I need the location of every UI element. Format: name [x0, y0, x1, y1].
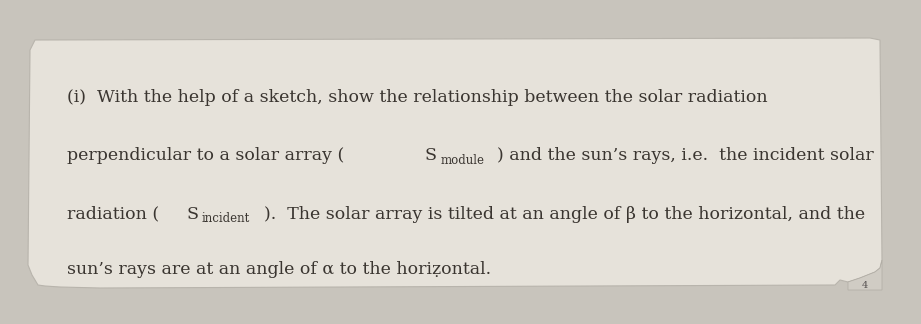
Polygon shape	[848, 260, 882, 290]
Text: (i)  With the help of a sketch, show the relationship between the solar radiatio: (i) With the help of a sketch, show the …	[67, 89, 768, 106]
Text: incident: incident	[202, 212, 250, 225]
Text: 4: 4	[862, 281, 869, 290]
Text: radiation (: radiation (	[67, 206, 159, 223]
Text: ) and the sun’s rays, i.e.  the incident solar: ) and the sun’s rays, i.e. the incident …	[497, 147, 874, 164]
Text: sun’s rays are at an angle of α to the horiẓontal.: sun’s rays are at an angle of α to the h…	[67, 261, 492, 278]
Text: S: S	[425, 147, 437, 164]
Text: module: module	[440, 154, 484, 167]
Text: S: S	[186, 206, 198, 223]
Text: perpendicular to a solar array (: perpendicular to a solar array (	[67, 147, 344, 164]
Polygon shape	[28, 38, 882, 288]
Text: ).  The solar array is tilted at an angle of β to the horizontal, and the: ). The solar array is tilted at an angle…	[263, 206, 865, 223]
